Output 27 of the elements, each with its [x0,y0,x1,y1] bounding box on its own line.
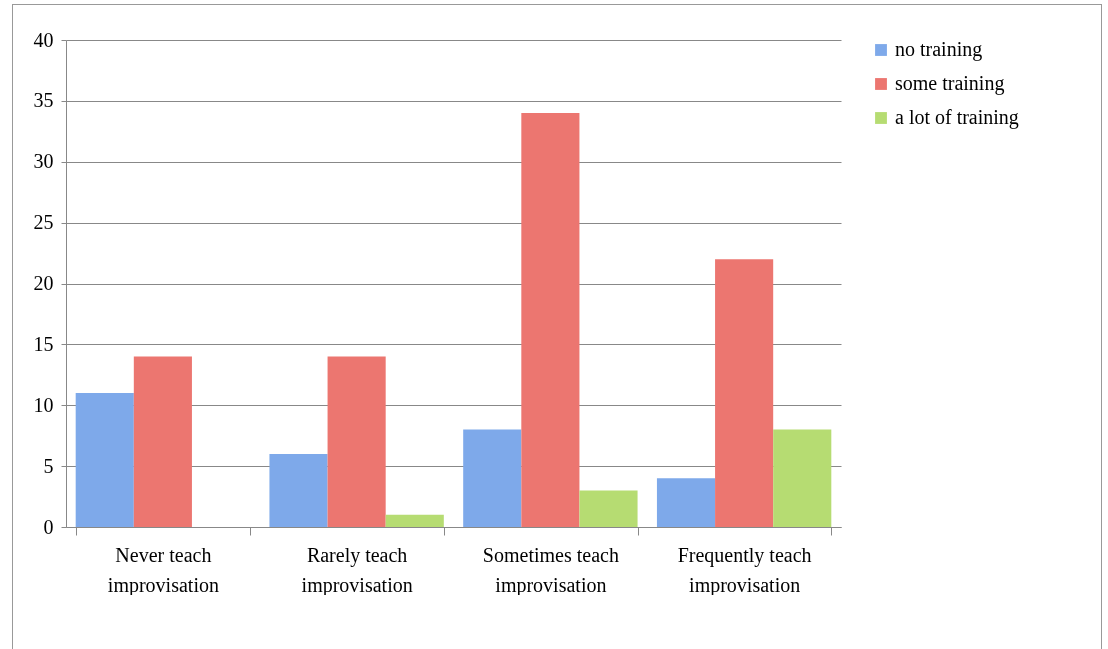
y-tick-label: 15 [33,332,54,355]
bar [773,429,832,527]
bar [327,356,386,527]
x-tick-label: Frequently teach improvisation [677,543,812,597]
y-tick-label: 30 [33,150,54,173]
legend-label: a lot of training [895,106,1019,129]
x-tick-label: Rarely teach improvisation [301,543,413,597]
bar [269,453,328,527]
y-tick-label: 40 [33,28,54,51]
y-tick-label: 5 [43,454,54,477]
x-tick-label: Sometimes teach improvisation [482,543,619,597]
y-tick-label: 25 [33,211,54,234]
y-tick-label: 20 [33,272,54,294]
x-tick-label: Never teach improvisation [107,543,219,597]
y-tick-label: 35 [33,89,54,112]
y-tick-label: 10 [33,393,54,416]
legend-label: some training [895,72,1005,95]
bar [385,514,444,527]
y-tick-label: 0 [43,515,54,538]
bar [463,429,522,527]
bar [133,356,192,527]
bar [75,393,134,527]
bar [656,478,716,527]
bar [579,490,638,527]
legend-label: no training [895,38,983,61]
bar [521,113,580,527]
bar [715,259,774,527]
